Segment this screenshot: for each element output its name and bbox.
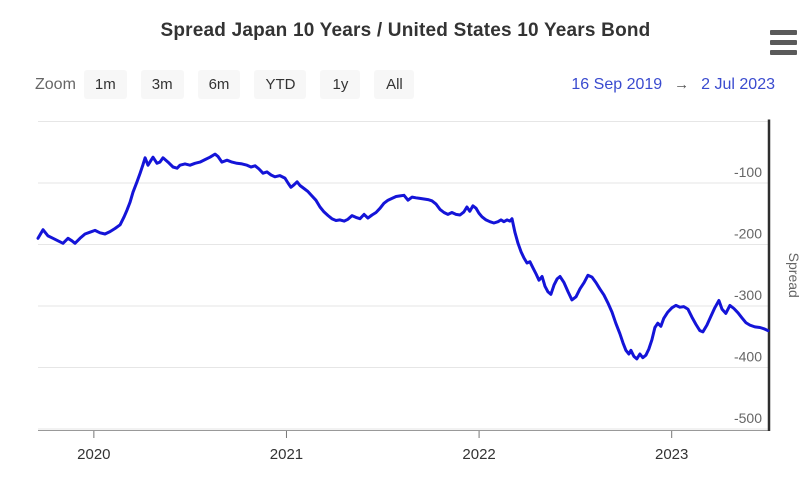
hamburger-bar <box>770 40 797 45</box>
date-range: 16 Sep 2019 → 2 Jul 2023 <box>571 76 775 94</box>
y-axis-label: -100 <box>734 164 762 180</box>
chart-title: Spread Japan 10 Years / United States 10… <box>160 20 651 41</box>
zoom-button-all[interactable]: All <box>374 70 415 99</box>
hamburger-icon <box>770 30 797 55</box>
y-axis-label: -200 <box>734 226 762 242</box>
series-line-spread <box>36 152 770 361</box>
range-to-date[interactable]: 2 Jul 2023 <box>701 75 775 93</box>
y-axis-title: Spread <box>786 253 802 298</box>
zoom-buttons: 1m 3m 6m YTD 1y All <box>83 70 415 99</box>
range-selector: Zoom 1m 3m 6m YTD 1y All 16 Sep 2019 → 2 Jul … <box>35 69 775 100</box>
context-menu-button[interactable] <box>768 28 799 57</box>
y-axis-label: -500 <box>734 410 762 426</box>
x-axis-label: 2022 <box>462 446 495 463</box>
y-axis-label: -400 <box>734 349 762 365</box>
zoom-button-1y[interactable]: 1y <box>320 70 361 99</box>
arrow-right-icon: → <box>674 76 690 93</box>
zoom-button-6m[interactable]: 6m <box>197 70 241 99</box>
hamburger-bar <box>770 50 797 55</box>
range-from-date[interactable]: 16 Sep 2019 <box>571 75 663 93</box>
hamburger-bar <box>770 30 797 35</box>
zoom-button-3m[interactable]: 3m <box>140 70 184 99</box>
zoom-button-1m[interactable]: 1m <box>83 70 127 99</box>
zoom-button-ytd[interactable]: YTD <box>254 70 307 99</box>
zoom-label: Zoom <box>35 75 76 93</box>
x-axis-label: 2021 <box>270 446 303 463</box>
y-axis-label: -300 <box>734 287 762 303</box>
x-axis-label: 2023 <box>655 446 688 463</box>
x-axis-label: 2020 <box>77 446 110 463</box>
